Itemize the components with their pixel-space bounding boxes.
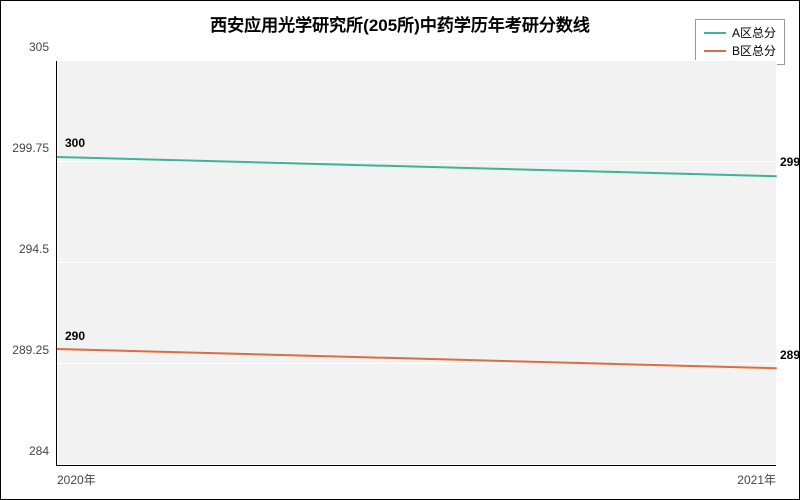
gridline-h-3 [57, 161, 776, 162]
ytick-4: 305 [29, 40, 49, 54]
chart-title: 西安应用光学研究所(205所)中药学历年考研分数线 [1, 11, 799, 36]
ytick-1: 289.25 [12, 343, 49, 357]
data-label-b-1: 289 [780, 348, 800, 362]
gridline-h-4 [57, 60, 776, 61]
ytick-2: 294.5 [19, 242, 49, 256]
gridline-v-1 [776, 61, 777, 465]
gridline-v-0 [57, 61, 58, 465]
ytick-0: 284 [29, 444, 49, 458]
legend-swatch-a [704, 32, 726, 34]
legend-label-a: A区总分 [732, 24, 776, 42]
legend-swatch-b [704, 50, 726, 52]
gridline-h-2 [57, 262, 776, 263]
data-label-a-0: 300 [65, 136, 85, 150]
legend: A区总分 B区总分 [695, 19, 785, 65]
xtick-0: 2020年 [57, 471, 96, 488]
legend-label-b: B区总分 [732, 42, 776, 60]
data-label-a-1: 299 [780, 155, 800, 169]
gridline-h-0 [57, 464, 776, 465]
ytick-3: 299.75 [12, 141, 49, 155]
data-label-b-0: 290 [65, 329, 85, 343]
legend-item-a: A区总分 [704, 24, 776, 42]
xtick-1: 2021年 [737, 471, 776, 488]
plot-area: 284 289.25 294.5 299.75 305 2020年 2021年 … [56, 61, 776, 466]
legend-item-b: B区总分 [704, 42, 776, 60]
series-line-a [57, 156, 777, 177]
chart-container: 西安应用光学研究所(205所)中药学历年考研分数线 A区总分 B区总分 284 … [0, 0, 800, 500]
series-line-b [57, 348, 777, 369]
